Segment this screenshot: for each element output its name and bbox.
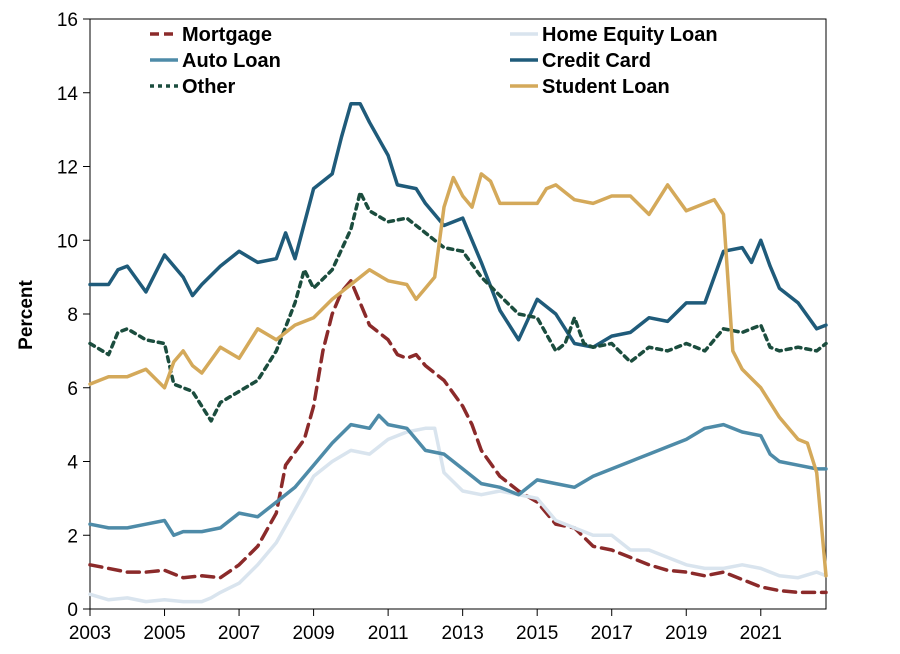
x-tick-label: 2013 <box>442 623 484 644</box>
y-axis-label: Percent <box>16 279 37 349</box>
series-line-other <box>88 190 828 423</box>
x-tick-label: 2021 <box>740 623 782 644</box>
series-line-credit-card <box>88 102 828 349</box>
x-tick-label: 2005 <box>143 623 185 644</box>
series-line-mortgage <box>88 279 828 595</box>
series-line-home-equity-loan <box>88 426 828 604</box>
y-tick-label: 8 <box>67 305 78 326</box>
legend-label-student-loan: Student Loan <box>542 76 670 98</box>
y-axis: 0 2 4 6 8 10 12 14 16 <box>57 10 90 621</box>
x-tick-label: 2019 <box>665 623 707 644</box>
y-tick-label: 2 <box>67 526 78 547</box>
plot-area <box>89 18 827 610</box>
series-line-auto-loan <box>88 413 828 538</box>
x-tick-label: 2011 <box>368 623 409 644</box>
series-layer <box>88 102 828 604</box>
x-tick-label: 2007 <box>218 623 260 644</box>
x-tick-label: 2015 <box>516 623 558 644</box>
x-tick-label: 2003 <box>69 623 111 644</box>
y-tick-label: 12 <box>57 158 78 179</box>
plot-border <box>89 18 827 610</box>
legend-label-other: Other <box>182 76 236 98</box>
legend-label-auto-loan: Auto Loan <box>182 50 281 72</box>
y-tick-label: 0 <box>67 600 78 621</box>
legend-label-home-equity-loan: Home Equity Loan <box>542 24 718 46</box>
y-tick-label: 10 <box>57 231 78 252</box>
y-tick-label: 4 <box>67 453 78 474</box>
legend-label-credit-card: Credit Card <box>542 50 651 72</box>
series-line-student-loan <box>88 172 828 578</box>
y-tick-label: 16 <box>57 10 78 31</box>
legend-label-mortgage: Mortgage <box>182 24 272 46</box>
x-axis: 2003 2005 2007 2009 2011 2013 2015 2017 2019 2021 <box>69 609 782 644</box>
x-tick-label: 2017 <box>591 623 633 644</box>
x-tick-label: 2009 <box>292 623 334 644</box>
y-tick-label: 6 <box>67 379 78 400</box>
y-tick-label: 14 <box>57 84 79 105</box>
legend: Mortgage Home Equity Loan Auto Loan Credit … <box>150 24 718 98</box>
